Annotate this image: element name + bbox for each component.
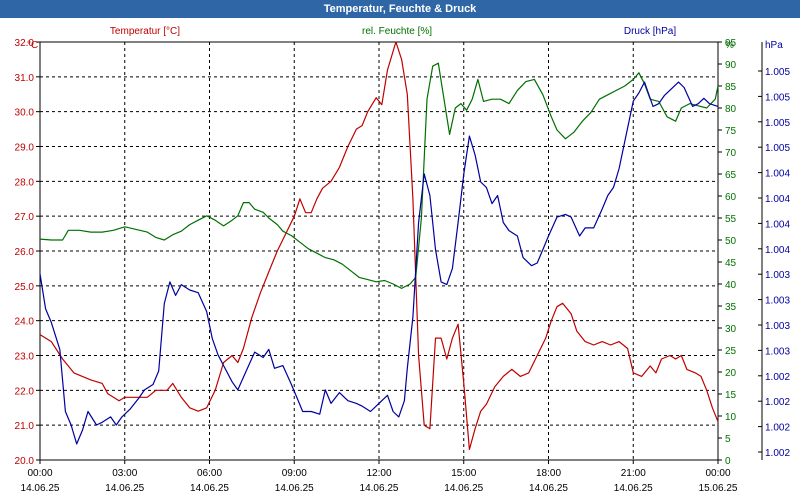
humidity-unit: % <box>725 40 734 51</box>
series-lines <box>39 41 719 451</box>
pressure-tick-label: 1.005 <box>765 92 790 103</box>
pressure-tick-label: 1.004 <box>765 219 790 230</box>
pressure-tick-label: 1.005 <box>765 118 790 129</box>
time-tick-label: 21:00 <box>621 468 646 479</box>
axis-headers: Temperatur [°C] rel. Feuchte [%] Druck [hP… <box>110 26 676 37</box>
pressure-tick-label: 1.002 <box>765 448 790 459</box>
pressure-tick-label: 1.003 <box>765 321 790 332</box>
humidity-tick-label: 70 <box>725 148 737 159</box>
pressure-series-line <box>39 81 719 445</box>
date-tick-label: 14.06.25 <box>360 483 399 494</box>
temperature-tick-label: 31.0 <box>15 73 35 84</box>
date-tick-label: 15.06.25 <box>699 483 738 494</box>
humidity-series-line <box>39 62 719 289</box>
time-tick-label: 18:00 <box>536 468 561 479</box>
date-tick-label: 14.06.25 <box>614 483 653 494</box>
temperature-tick-label: 29.0 <box>15 143 35 154</box>
time-tick-label: 15:00 <box>451 468 476 479</box>
temperature-tick-label: 22.0 <box>15 386 35 397</box>
temperature-tick-label: 27.0 <box>15 212 35 223</box>
humidity-tick-label: 0 <box>725 456 731 467</box>
temperature-tick-label: 24.0 <box>15 317 35 328</box>
temperature-header: Temperatur [°C] <box>110 26 180 37</box>
date-tick-label: 14.06.25 <box>444 483 483 494</box>
pressure-tick-label: 1.003 <box>765 346 790 357</box>
temperature-tick-label: 20.0 <box>15 456 35 467</box>
pressure-tick-label: 1.002 <box>765 372 790 383</box>
time-tick-label: 03:00 <box>112 468 137 479</box>
pressure-tick-label: 1.003 <box>765 270 790 281</box>
pressure-tick-label: 1.005 <box>765 143 790 154</box>
chart-title: Temperatur, Feuchte & Druck <box>0 0 800 18</box>
humidity-tick-label: 30 <box>725 324 737 335</box>
time-tick-label: 12:00 <box>366 468 391 479</box>
pressure-tick-label: 1.002 <box>765 397 790 408</box>
date-tick-label: 14.06.25 <box>275 483 314 494</box>
humidity-tick-label: 80 <box>725 104 737 115</box>
humidity-tick-label: 65 <box>725 170 737 181</box>
time-axis: 00:00 14.06.25 03:00 14.06.25 06:00 14.06.25 0… <box>21 460 738 494</box>
time-tick-label: 06:00 <box>197 468 222 479</box>
temperature-tick-label: 28.0 <box>15 177 35 188</box>
pressure-header: Druck [hPa] <box>624 26 676 37</box>
temperature-tick-label: 21.0 <box>15 421 35 432</box>
humidity-tick-label: 95 <box>725 38 737 49</box>
pressure-tick-label: 1.004 <box>765 169 790 180</box>
humidity-tick-label: 60 <box>725 192 737 203</box>
temperature-tick-label: 25.0 <box>15 282 35 293</box>
pressure-unit: hPa <box>765 40 783 51</box>
temperature-tick-label: 32.0 <box>15 38 35 49</box>
temperature-series-line <box>39 41 719 451</box>
date-tick-label: 14.06.25 <box>21 483 60 494</box>
temperature-tick-label: 23.0 <box>15 352 35 363</box>
temperature-unit: °C <box>27 40 38 51</box>
time-tick-label: 09:00 <box>282 468 307 479</box>
humidity-tick-label: 25 <box>725 346 737 357</box>
temperature-tick-label: 30.0 <box>15 108 35 119</box>
humidity-tick-label: 40 <box>725 280 737 291</box>
humidity-header: rel. Feuchte [%] <box>362 26 432 37</box>
temperature-axis: 20.0 21.0 22.0 23.0 24.0 25.0 26.0 27.0 28.0 29.0… <box>15 38 40 467</box>
date-tick-label: 14.06.25 <box>190 483 229 494</box>
humidity-tick-label: 35 <box>725 302 737 313</box>
time-tick-label: 00:00 <box>27 468 52 479</box>
temperature-tick-label: 26.0 <box>15 247 35 258</box>
pressure-tick-label: 1.004 <box>765 194 790 205</box>
pressure-axis: 1.002 1.002 1.002 1.002 1.003 1.003 1.003 1.003… <box>758 40 790 460</box>
humidity-tick-label: 20 <box>725 368 737 379</box>
humidity-axis: 0 5 10 15 20 25 30 35 40 45 50 55 60 65 70 75 80 85 90 95% <box>718 38 737 467</box>
humidity-tick-label: 90 <box>725 60 737 71</box>
pressure-tick-label: 1.005 <box>765 67 790 78</box>
humidity-tick-label: 55 <box>725 214 737 225</box>
humidity-tick-label: 10 <box>725 412 737 423</box>
humidity-tick-label: 85 <box>725 82 737 93</box>
humidity-tick-label: 50 <box>725 236 737 247</box>
date-tick-label: 14.06.25 <box>529 483 568 494</box>
humidity-tick-label: 75 <box>725 126 737 137</box>
humidity-tick-label: 15 <box>725 390 737 401</box>
pressure-tick-label: 1.004 <box>765 245 790 256</box>
date-tick-label: 14.06.25 <box>105 483 144 494</box>
time-tick-label: 00:00 <box>705 468 730 479</box>
pressure-tick-label: 1.002 <box>765 423 790 434</box>
pressure-tick-label: 1.003 <box>765 296 790 307</box>
humidity-tick-label: 5 <box>725 434 731 445</box>
humidity-tick-label: 45 <box>725 258 737 269</box>
